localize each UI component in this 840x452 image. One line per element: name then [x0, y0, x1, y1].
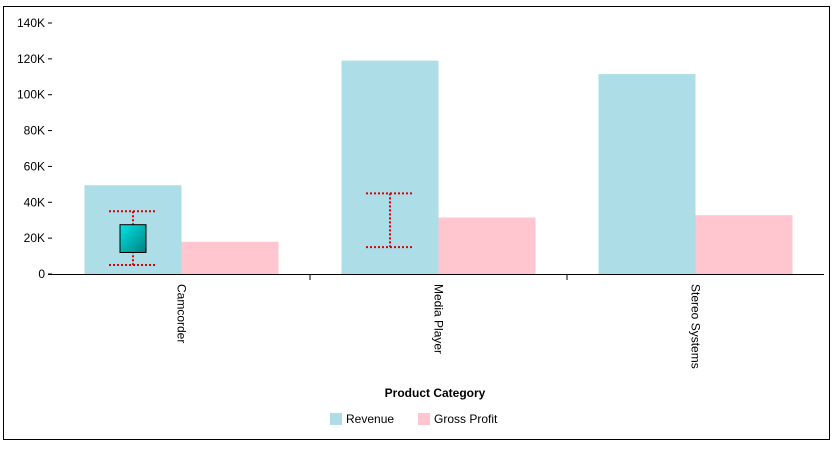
legend-swatch	[418, 413, 431, 425]
y-tick-label: 100K	[17, 88, 45, 102]
x-tick-label: Media Player	[432, 284, 446, 354]
bar-chart: 0 20K 40K 60K 80K 100K 120K 140K Camcorder Media…	[17, 16, 824, 426]
y-tick-label: 20K	[24, 231, 45, 245]
x-axis-title: Product Category	[385, 386, 486, 400]
x-axis: Camcorder Media Player Stereo Systems	[48, 274, 824, 369]
legend: Revenue Gross Profit	[330, 412, 498, 426]
y-tick-label: 60K	[24, 159, 45, 173]
y-axis: 0 20K 40K 60K 80K 100K 120K 140K	[17, 16, 52, 281]
range-box	[119, 224, 147, 253]
legend-label: Gross Profit	[434, 412, 498, 426]
y-tick-label: 40K	[24, 195, 45, 209]
y-tick-label: 0	[38, 267, 45, 281]
x-tick-label: Camcorder	[175, 284, 189, 343]
chart-frame: 0 20K 40K 60K 80K 100K 120K 140K Camcorder Media…	[3, 6, 830, 440]
y-tick-label: 80K	[24, 124, 45, 138]
y-tick-label: 140K	[17, 16, 45, 30]
legend-swatch	[330, 413, 342, 425]
y-tick-label: 120K	[17, 52, 45, 66]
bar-gross-profit	[695, 215, 793, 274]
x-tick-label: Stereo Systems	[689, 284, 703, 369]
bar-gross-profit	[181, 241, 279, 274]
bar-gross-profit	[438, 217, 536, 274]
legend-label: Revenue	[346, 412, 394, 426]
annotations	[109, 192, 414, 267]
bar-revenue	[598, 74, 696, 274]
bars	[84, 60, 793, 275]
